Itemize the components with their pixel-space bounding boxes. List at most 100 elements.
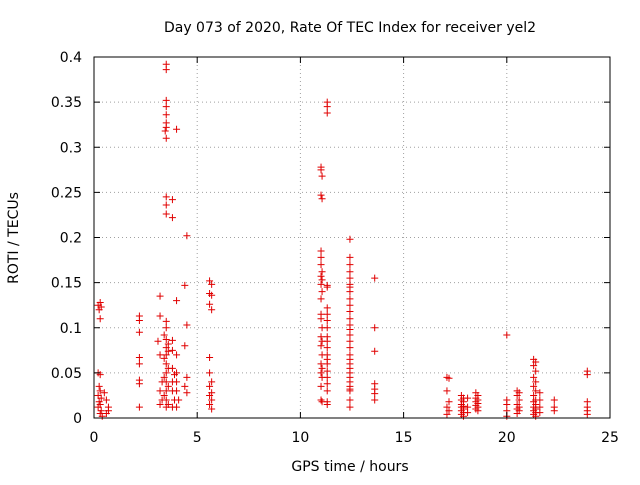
data-point <box>164 347 172 355</box>
data-point <box>206 277 214 285</box>
data-point <box>154 337 162 345</box>
data-point <box>318 276 326 284</box>
data-point <box>532 358 540 366</box>
data-point <box>206 369 214 377</box>
chart-title: Day 073 of 2020, Rate Of TEC Index for r… <box>164 20 536 36</box>
data-point <box>443 403 451 411</box>
data-point <box>474 407 482 415</box>
data-point <box>206 400 214 408</box>
data-point <box>583 371 591 379</box>
data-point <box>318 268 326 276</box>
data-point <box>162 403 170 411</box>
data-point <box>346 337 354 345</box>
data-point <box>532 412 540 420</box>
data-point <box>464 394 472 402</box>
data-point <box>323 317 331 325</box>
data-point <box>208 280 216 288</box>
data-point <box>513 409 521 417</box>
data-point <box>135 354 143 362</box>
data-point <box>168 214 176 222</box>
data-point <box>346 295 354 303</box>
data-point <box>96 315 104 323</box>
data-point <box>346 403 354 411</box>
data-point <box>317 253 325 261</box>
data-point <box>183 389 191 397</box>
data-point <box>94 403 102 411</box>
axis-ticks <box>93 56 611 419</box>
data-point <box>317 191 325 199</box>
data-point <box>317 166 325 174</box>
data-point <box>168 364 176 372</box>
data-point <box>162 378 170 386</box>
data-point <box>208 291 216 299</box>
data-point <box>346 301 354 309</box>
data-point <box>164 340 172 348</box>
data-point <box>318 172 326 180</box>
data-point <box>317 272 325 280</box>
data-point <box>162 324 170 332</box>
data-point <box>181 281 189 289</box>
y-tick-label: 0.1 <box>60 321 82 337</box>
grid-lines <box>94 57 610 418</box>
data-point <box>162 369 170 377</box>
data-point <box>536 396 544 404</box>
data-point <box>530 382 538 390</box>
data-point <box>162 360 170 368</box>
data-point <box>162 387 170 395</box>
data-point <box>317 295 325 303</box>
data-point <box>162 134 170 142</box>
data-point <box>206 354 214 362</box>
data-point <box>183 373 191 381</box>
data-point <box>536 389 544 397</box>
data-point <box>323 400 331 408</box>
y-tick-label: 0 <box>73 411 82 427</box>
x-tick-label: 0 <box>90 430 99 446</box>
data-point <box>323 310 331 318</box>
data-point <box>162 111 170 119</box>
data-point <box>162 123 170 131</box>
data-point <box>168 346 176 354</box>
data-point <box>162 335 170 343</box>
y-tick-labels: 0 0.05 0.1 0.15 0.2 0.25 0.3 0.35 0.4 <box>51 50 82 427</box>
data-point <box>550 407 558 415</box>
data-point <box>317 333 325 341</box>
x-tick-label: 15 <box>395 430 413 446</box>
data-point <box>371 396 379 404</box>
data-point <box>371 324 379 332</box>
data-point <box>161 127 169 135</box>
data-points <box>94 60 591 420</box>
data-point <box>181 382 189 390</box>
data-point <box>160 331 168 339</box>
data-point <box>208 396 216 404</box>
data-point <box>459 412 467 420</box>
data-point <box>464 409 472 417</box>
data-point <box>530 391 538 399</box>
y-tick-label: 0.05 <box>51 366 82 382</box>
data-point <box>206 300 214 308</box>
y-tick-label: 0.2 <box>60 231 82 247</box>
data-point <box>371 390 379 398</box>
data-point <box>346 315 354 323</box>
data-point <box>173 351 181 359</box>
data-point <box>317 280 325 288</box>
data-point <box>160 354 168 362</box>
data-point <box>317 396 325 404</box>
data-point <box>102 396 110 404</box>
data-point <box>160 391 168 399</box>
data-point <box>162 317 170 325</box>
y-axis-label: ROTI / TECUs <box>6 192 22 284</box>
data-point <box>445 407 453 415</box>
data-point <box>317 261 325 269</box>
data-point <box>95 382 103 390</box>
data-point <box>162 103 170 111</box>
data-point <box>318 364 326 372</box>
data-point <box>323 304 331 312</box>
y-tick-label: 0.35 <box>51 95 82 111</box>
data-point <box>162 66 170 74</box>
data-point <box>323 324 331 332</box>
data-point <box>173 369 181 377</box>
data-point <box>530 373 538 381</box>
data-point <box>318 195 326 203</box>
x-tick-label: 20 <box>498 430 516 446</box>
